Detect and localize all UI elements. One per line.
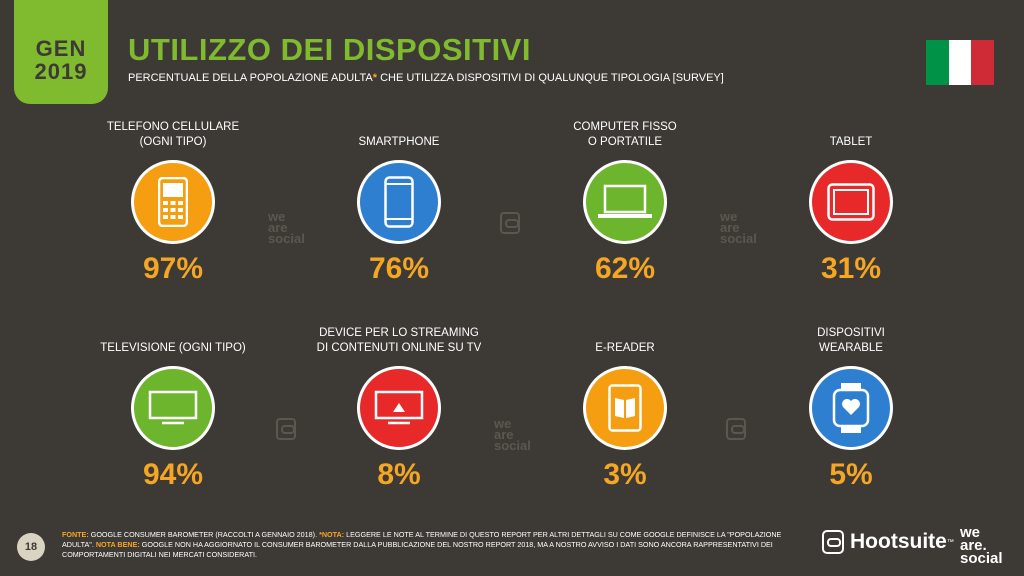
italy-flag-icon (926, 40, 995, 85)
device-percentage: 62% (594, 252, 656, 285)
device-percentage: 31% (820, 252, 882, 285)
device-label-line1: COMPUTER FISSO (573, 121, 677, 133)
smartwatch-icon (809, 366, 893, 450)
streaming-device-icon (357, 366, 441, 450)
device-label-line2: E-READER (595, 342, 655, 354)
device-label-line2: TELEVISIONE (OGNI TIPO) (100, 342, 246, 354)
subtitle-asterisk: * (372, 72, 378, 84)
device-label-line1: DISPOSITIVI (817, 327, 885, 339)
device-label-line2: O PORTATILE (587, 136, 663, 148)
tablet-icon (809, 160, 893, 244)
device-percentage: 5% (829, 458, 873, 491)
device-label-line2: TABLET (829, 136, 873, 148)
badge-year: 2019 (34, 59, 88, 84)
device-label-line2: (OGNI TIPO) (139, 136, 207, 148)
e-reader-icon (583, 366, 667, 450)
television-icon (131, 366, 215, 450)
laptop-icon (583, 160, 667, 244)
subtitle-rest: CHE UTILIZZA DISPOSITIVI DI QUALUNQUE TI… (377, 72, 724, 84)
page-title: UTILIZZO DEI DISPOSITIVI (128, 32, 531, 67)
we-are-social-logo: we are. social (960, 524, 1003, 567)
watermark-we-are-social: we are social (720, 209, 757, 246)
subtitle-text: PERCENTUALE DELLA POPOLAZIONE ADULTA (128, 72, 373, 84)
hootsuite-logo: Hootsuite ™ (822, 530, 954, 554)
hootsuite-owl-icon (822, 530, 844, 554)
device-label-line1: TELEFONO CELLULARE (106, 121, 240, 133)
watermark-we-are-social: we are social (268, 209, 305, 246)
owl-watermark-icon (276, 418, 296, 440)
badge-month: GEN (35, 36, 87, 61)
page-number: 18 (17, 533, 45, 561)
device-label-line1: DEVICE PER LO STREAMING (319, 327, 479, 339)
footer-note: FONTE: GOOGLE CONSUMER BAROMETER (RACCOL… (62, 530, 782, 559)
device-percentage: 3% (603, 458, 647, 491)
mobile-phone-icon (131, 160, 215, 244)
smartphone-icon (357, 160, 441, 244)
device-label-line2: WEARABLE (819, 342, 883, 354)
device-percentage: 8% (377, 458, 421, 491)
device-percentage: 97% (142, 252, 204, 285)
page-subtitle: PERCENTUALE DELLA POPOLAZIONE ADULTA* CH… (128, 72, 724, 84)
owl-watermark-icon (726, 418, 746, 440)
hootsuite-name: Hootsuite (850, 530, 947, 553)
device-label-line2: DI CONTENUTI ONLINE SU TV (316, 342, 482, 354)
owl-watermark-icon (500, 212, 520, 234)
device-percentage: 76% (368, 252, 430, 285)
device-label-line2: SMARTPHONE (358, 136, 440, 148)
date-badge: GEN 2019 (14, 0, 108, 104)
watermark-we-are-social: we are social (494, 416, 531, 453)
device-percentage: 94% (142, 458, 204, 491)
